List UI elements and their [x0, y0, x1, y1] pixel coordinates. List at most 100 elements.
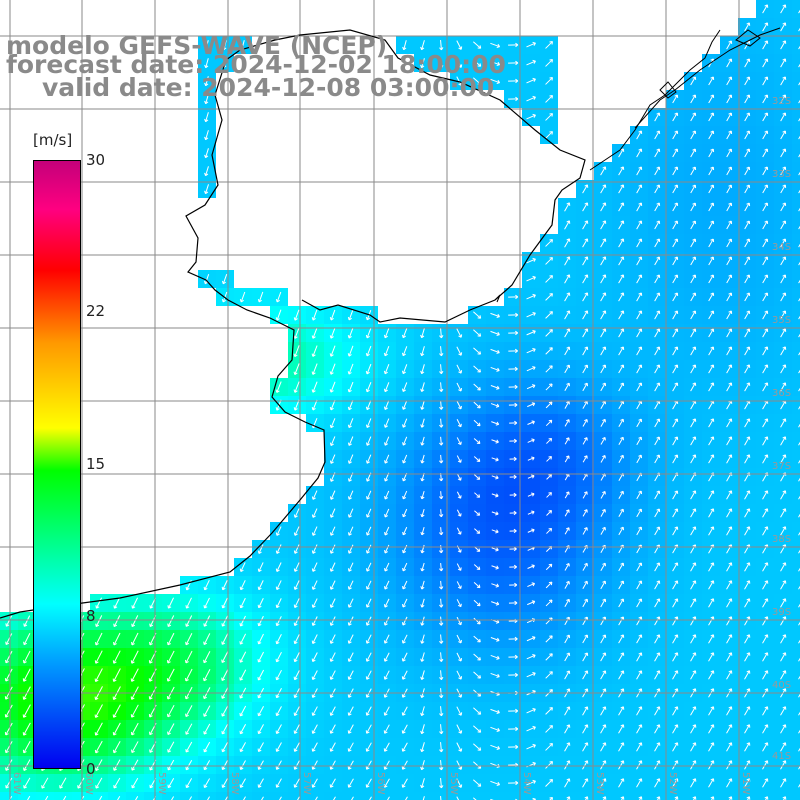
wind-arrow [366, 454, 372, 464]
wind-arrow [347, 526, 354, 536]
wind-arrow [564, 346, 571, 356]
wind-arrow [204, 130, 209, 141]
wind-arrow [311, 634, 318, 644]
wind-arrow [383, 364, 390, 375]
wind-arrow [365, 418, 372, 428]
wind-arrow [582, 400, 588, 409]
wind-arrow [654, 184, 661, 194]
wind-arrow [365, 345, 372, 357]
wind-arrow [203, 597, 210, 609]
wind-arrow [672, 148, 679, 158]
wind-arrow [112, 650, 121, 664]
wind-arrow [798, 189, 800, 194]
wind-arrow [654, 562, 661, 572]
wind-arrow [545, 275, 553, 283]
wind-arrow [545, 95, 553, 103]
wind-arrow [329, 562, 336, 572]
wind-arrow [798, 99, 800, 104]
wind-arrow [798, 459, 800, 464]
wind-arrow [545, 59, 553, 67]
speed-cell [0, 792, 18, 800]
wind-arrow [402, 436, 408, 446]
wind-arrow [474, 492, 481, 498]
wind-arrow [527, 492, 535, 497]
speed-cell [504, 792, 522, 800]
wind-arrow [726, 508, 733, 518]
wind-arrow [636, 508, 643, 518]
wind-arrow [582, 509, 588, 517]
speed-cell [792, 108, 800, 126]
wind-arrow [798, 9, 800, 14]
wind-arrow [293, 562, 300, 572]
wind-arrow [672, 562, 679, 572]
wind-arrow [383, 634, 390, 644]
wind-arrow [221, 651, 229, 663]
wind-arrow [456, 652, 463, 662]
wind-arrow [618, 364, 625, 374]
wind-arrow [545, 293, 553, 301]
wind-arrow [545, 383, 553, 391]
wind-arrow [708, 202, 715, 212]
speed-cell [774, 792, 792, 800]
wind-arrow [600, 562, 607, 572]
wind-arrow [780, 652, 787, 662]
colorbar-unit: [m/s] [33, 131, 73, 149]
wind-arrow [546, 437, 553, 444]
wind-arrow [564, 491, 570, 499]
wind-arrow [474, 528, 481, 534]
wind-arrow [204, 184, 209, 195]
wind-arrow [744, 94, 751, 104]
wind-arrow [762, 184, 769, 194]
wind-arrow [618, 202, 625, 212]
wind-arrow [726, 580, 733, 590]
speed-cell [792, 18, 800, 36]
wind-arrow [798, 45, 800, 50]
wind-arrow [600, 491, 606, 499]
wind-arrow [654, 220, 661, 230]
wind-arrow [744, 292, 751, 302]
wind-arrow [275, 616, 282, 627]
wind-arrow [438, 527, 444, 536]
wind-arrow [672, 310, 679, 320]
wind-arrow [420, 364, 425, 375]
wind-arrow [636, 328, 643, 338]
wind-arrow [672, 526, 679, 536]
colorbar-tick-22: 22 [86, 302, 106, 320]
colorbar-tick-30: 30 [86, 151, 106, 169]
wind-arrow [654, 634, 661, 644]
wind-arrow [600, 526, 606, 535]
wind-arrow [618, 256, 625, 266]
wind-arrow [744, 148, 751, 158]
speed-cell [666, 792, 684, 800]
wind-arrow [798, 297, 800, 302]
wind-arrow [780, 598, 787, 608]
wind-arrow [509, 438, 517, 444]
wind-arrow [564, 256, 571, 266]
wind-arrow [690, 364, 697, 374]
wind-arrow [798, 243, 800, 248]
wind-arrow [708, 220, 715, 230]
wind-arrow [618, 238, 625, 248]
wind-arrow [257, 544, 264, 554]
speed-cell [792, 414, 800, 432]
wind-arrow [798, 225, 800, 230]
speed-cell [792, 504, 800, 522]
wind-arrow [490, 403, 500, 408]
speed-cell [378, 792, 396, 800]
speed-cell [792, 126, 800, 144]
lat-label: 36S [772, 388, 791, 399]
wind-arrow [690, 94, 697, 104]
wind-arrow [347, 309, 354, 321]
wind-arrow [311, 616, 318, 626]
wind-arrow [383, 345, 390, 357]
wind-arrow [366, 526, 372, 536]
wind-arrow [185, 597, 192, 609]
wind-arrow [527, 582, 536, 588]
wind-arrow [275, 633, 282, 645]
wind-arrow [564, 238, 571, 248]
wind-arrow [780, 634, 787, 644]
wind-arrow [636, 184, 643, 194]
wind-arrow [690, 580, 697, 590]
wind-arrow [527, 600, 536, 606]
wind-arrow [726, 634, 733, 644]
